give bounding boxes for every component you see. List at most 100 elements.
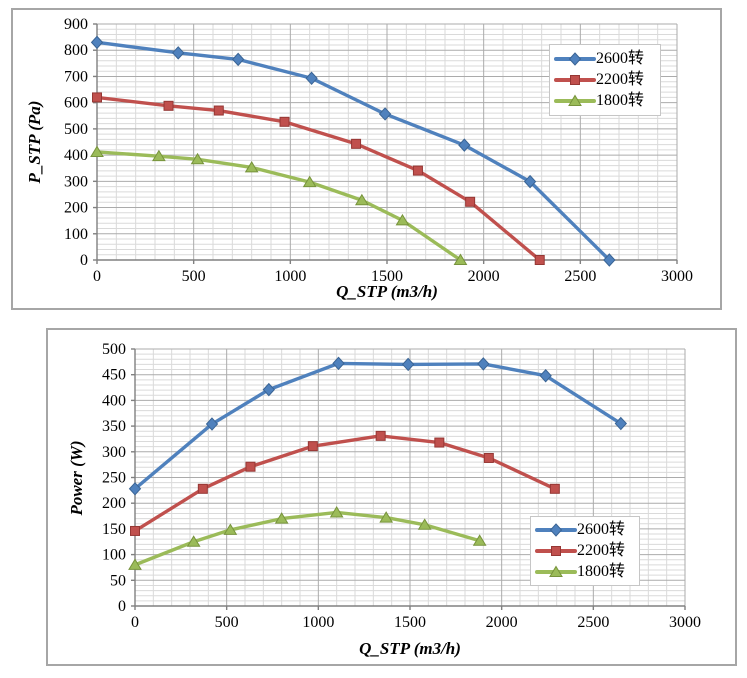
data-point-marker: [307, 441, 318, 452]
data-point-marker: [92, 92, 102, 103]
power-x-axis-title: Q_STP (m3/h): [359, 639, 461, 658]
data-point-marker: [90, 35, 104, 50]
legend-entry: 2200转: [554, 71, 656, 88]
legend-label: 2200转: [577, 541, 626, 559]
y-tick-label: 400: [102, 392, 126, 409]
data-point-marker: [395, 213, 410, 226]
data-point-marker: [213, 105, 224, 116]
data-point-marker: [534, 255, 545, 265]
legend-entry: 2200转: [535, 541, 635, 559]
legend-label: 1800转: [596, 92, 645, 110]
x-tick-label: 2000: [468, 268, 500, 285]
x-tick-label: 1000: [274, 268, 306, 285]
x-tick-label: 500: [182, 268, 206, 285]
x-tick-label: 0: [131, 614, 139, 631]
legend-marker: [570, 74, 580, 85]
legend-marker: [549, 523, 563, 538]
power-plot-area: 0 50 100 150 200 250 300 350 400 450 500 0 500 1000 15…: [102, 341, 701, 631]
data-point-marker: [472, 534, 487, 546]
x-tick-label: 1500: [371, 268, 403, 285]
series-line: [95, 95, 542, 262]
data-point-marker: [172, 46, 185, 60]
data-point-marker: [151, 149, 166, 162]
data-point-marker: [354, 193, 369, 206]
data-point-marker: [614, 416, 628, 431]
data-point-marker: [465, 196, 476, 207]
data-point-marker: [458, 138, 471, 152]
data-point-marker: [190, 152, 205, 165]
y-tick-label: 350: [102, 418, 126, 435]
legend-label: 2600转: [577, 521, 626, 539]
x-tick-label: 500: [215, 614, 239, 631]
legend-key-line-icon: [535, 545, 577, 556]
y-tick-label: 300: [64, 173, 88, 190]
y-tick-label: 0: [80, 252, 88, 269]
legend-marker: [549, 565, 563, 577]
data-point-marker: [379, 511, 394, 523]
y-tick-label: 200: [64, 200, 88, 217]
x-tick-label: 1500: [394, 614, 426, 631]
data-point-marker: [186, 535, 201, 547]
y-tick-label: 900: [64, 16, 88, 33]
y-tick-label: 700: [64, 68, 88, 85]
power-y-axis-title: Power (W): [67, 440, 86, 516]
legend-entry: 2600转: [554, 49, 656, 67]
data-point-marker: [262, 382, 276, 397]
y-tick-label: 250: [102, 470, 126, 487]
legend-label: 2600转: [596, 49, 645, 67]
x-tick-label: 2500: [564, 268, 596, 285]
data-point-marker: [477, 357, 490, 371]
y-tick-label: 400: [64, 147, 88, 164]
x-tick-label: 3000: [661, 268, 693, 285]
data-point-marker: [302, 175, 317, 188]
data-point-marker: [231, 52, 245, 67]
series-line: [133, 434, 557, 533]
y-tick-label: 100: [64, 226, 88, 243]
data-point-marker: [375, 430, 386, 441]
pressure-x-axis-title: Q_STP (m3/h): [336, 282, 438, 301]
data-point-marker: [279, 116, 290, 127]
y-tick-label: 100: [102, 547, 126, 564]
data-point-marker: [128, 558, 142, 570]
data-point-marker: [245, 461, 256, 472]
data-point-marker: [453, 253, 468, 265]
data-point-marker: [417, 518, 432, 530]
data-point-marker: [197, 483, 208, 494]
pressure-legend: 2600转 2200转 1800转: [549, 44, 661, 116]
legend-key-line-icon: [554, 51, 596, 66]
data-point-marker: [332, 356, 345, 371]
data-point-marker: [549, 483, 560, 494]
legend-marker: [568, 94, 582, 107]
legend-key-line-icon: [535, 523, 577, 538]
series-line: [133, 361, 623, 491]
data-point-marker: [223, 523, 238, 535]
y-tick-label: 800: [64, 42, 88, 59]
data-point-marker: [378, 107, 392, 121]
data-point-marker: [434, 437, 445, 448]
legend-marker: [568, 51, 582, 66]
legend-key-line-icon: [554, 94, 596, 107]
series-line: [133, 510, 482, 567]
x-tick-label: 2000: [486, 614, 518, 631]
data-point-marker: [128, 482, 142, 496]
data-point-marker: [412, 165, 423, 176]
legend-entry: 1800转: [535, 562, 635, 580]
power-chart: 0 50 100 150 200 250 300 350 400 450 500 0 500 1000 15…: [46, 328, 737, 666]
y-tick-label: 500: [102, 341, 126, 358]
power-legend: 2600转 2200转 1800转: [530, 516, 640, 586]
y-tick-label: 200: [102, 495, 126, 512]
y-tick-label: 500: [64, 121, 88, 138]
legend-label: 1800转: [577, 562, 626, 580]
x-tick-label: 0: [93, 268, 101, 285]
data-point-marker: [351, 138, 362, 149]
legend-entry: 2600转: [535, 522, 635, 538]
data-point-marker: [163, 100, 174, 111]
x-tick-label: 3000: [669, 614, 701, 631]
legend-marker: [551, 545, 561, 556]
data-point-marker: [329, 505, 344, 518]
data-point-marker: [305, 71, 318, 86]
data-point-marker: [244, 160, 259, 173]
data-point-marker: [523, 174, 537, 189]
pressure-y-axis-title: P_STP (Pa): [25, 100, 44, 184]
